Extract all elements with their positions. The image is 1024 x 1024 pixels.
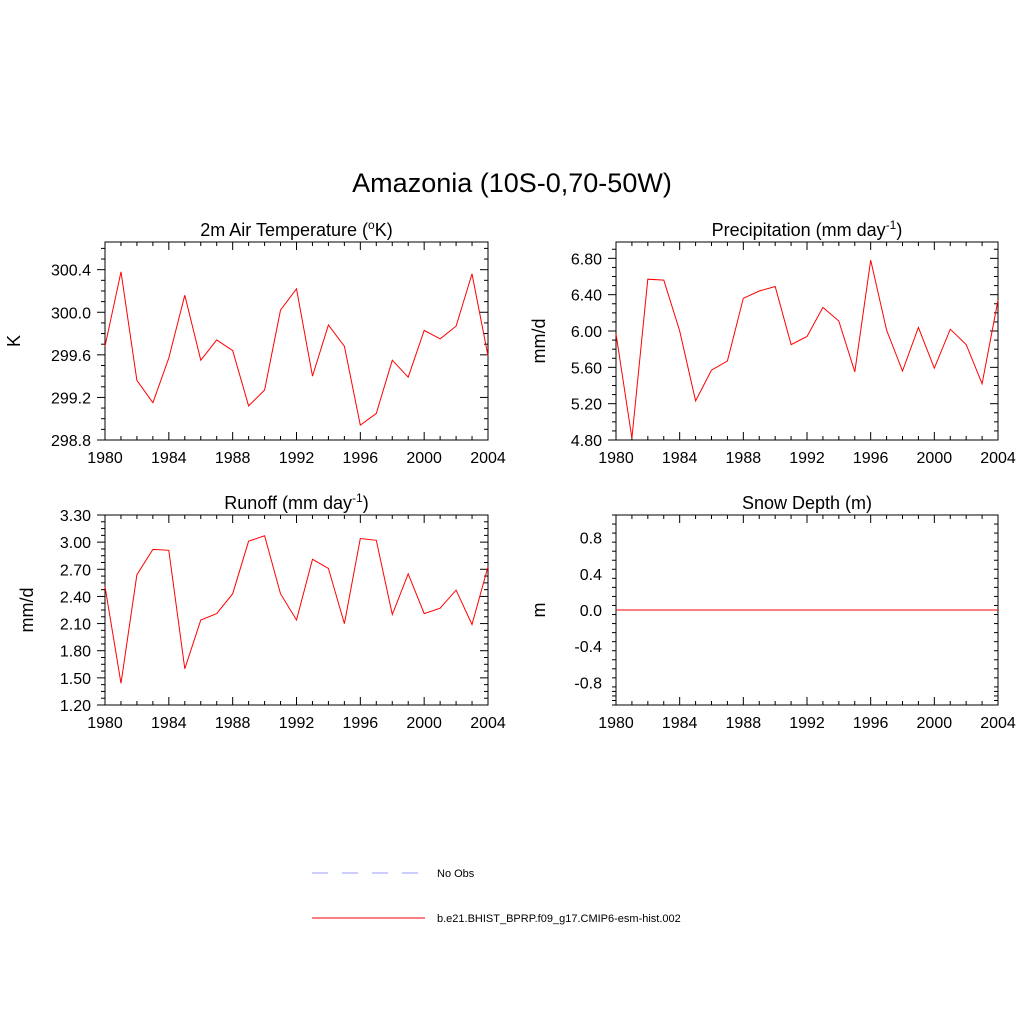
- y-tick-label: 2.10: [60, 617, 91, 634]
- y-tick-label: 298.8: [51, 433, 91, 450]
- x-tick-label: 2004: [980, 715, 1016, 732]
- panel-title: Snow Depth (m): [742, 493, 872, 513]
- y-axis-label: m: [529, 603, 549, 618]
- panel-title: Runoff (mm day-1): [224, 491, 368, 513]
- y-tick-label: 0.0: [580, 603, 602, 620]
- x-tick-label: 2000: [406, 450, 442, 467]
- x-tick-label: 1988: [215, 450, 251, 467]
- y-tick-label: 2.40: [60, 589, 91, 606]
- x-tick-label: 1984: [151, 450, 187, 467]
- y-tick-label: 4.80: [571, 433, 602, 450]
- legend-obs-label: No Obs: [437, 868, 475, 880]
- x-tick-label: 1988: [726, 715, 762, 732]
- y-tick-label: 1.80: [60, 644, 91, 661]
- y-tick-label: 1.20: [60, 698, 91, 715]
- y-axis-label: mm/d: [17, 588, 37, 633]
- y-tick-label: 1.50: [60, 671, 91, 688]
- plot-frame: [104, 241, 489, 441]
- x-tick-label: 1988: [215, 715, 251, 732]
- plot-frame: [615, 241, 999, 441]
- panel-precipitation: Precipitation (mm day-1) 1980 1984 1988 1992…: [529, 218, 1016, 467]
- x-tick-label: 1980: [598, 715, 634, 732]
- x-tick-label: 1992: [789, 450, 825, 467]
- y-tick-label: 5.20: [571, 397, 602, 414]
- y-tick-label: 300.0: [51, 305, 91, 322]
- x-tick-label: 2004: [470, 450, 506, 467]
- x-tick-label: 1988: [726, 450, 762, 467]
- y-tick-label: 3.30: [60, 508, 91, 525]
- y-tick-label: -0.8: [574, 675, 602, 692]
- y-tick-label: 0.8: [580, 531, 602, 548]
- panel-title: Precipitation (mm day-1): [712, 218, 903, 240]
- x-tick-label: 1992: [279, 450, 315, 467]
- series-line: [615, 260, 999, 439]
- x-tick-label: 2000: [917, 715, 953, 732]
- y-tick-label: 6.40: [571, 288, 602, 305]
- x-tick-label: 1996: [853, 715, 889, 732]
- x-tick-label: 1992: [279, 715, 315, 732]
- x-tick-label: 2000: [917, 450, 953, 467]
- figure-title: Amazonia (10S-0,70-50W): [352, 168, 672, 198]
- x-tick-label: 2004: [470, 715, 506, 732]
- y-axis-label: K: [4, 335, 24, 347]
- x-tick-label: 1980: [87, 450, 123, 467]
- y-tick-label: 300.4: [51, 263, 91, 280]
- x-tick-label: 1996: [853, 450, 889, 467]
- x-tick-label: 2004: [980, 450, 1016, 467]
- y-tick-label: -0.4: [574, 639, 602, 656]
- x-tick-label: 1992: [789, 715, 825, 732]
- y-tick-label: 2.70: [60, 562, 91, 579]
- x-tick-label: 1980: [87, 715, 123, 732]
- plot-frame: [104, 514, 489, 706]
- x-tick-label: 1996: [343, 715, 379, 732]
- series-line: [104, 535, 489, 684]
- legend-model-label: b.e21.BHIST_BPRP.f09_g17.CMIP6-esm-hist.…: [437, 913, 681, 925]
- panel-temperature: 2m Air Temperature (oK) 1980 1984 1988 1992 1…: [4, 218, 506, 467]
- y-tick-label: 299.6: [51, 348, 91, 365]
- y-tick-label: 6.80: [571, 251, 602, 268]
- x-tick-label: 1984: [662, 715, 698, 732]
- panel-runoff: Runoff (mm day-1) 1980 1984 1988 1992 1996 200…: [17, 491, 506, 732]
- y-tick-label: 299.2: [51, 390, 91, 407]
- legend: No Obs b.e21.BHIST_BPRP.f09_g17.CMIP6-esm…: [312, 868, 681, 925]
- panel-title: 2m Air Temperature (oK): [200, 218, 392, 240]
- series-line: [104, 271, 489, 426]
- panel-snow-depth: Snow Depth (m) 1980 1984 1988 1992 1996 2000 20…: [529, 493, 1016, 732]
- x-tick-label: 1996: [343, 450, 379, 467]
- y-tick-label: 5.60: [571, 360, 602, 377]
- y-tick-label: 6.00: [571, 324, 602, 341]
- x-tick-label: 1984: [662, 450, 698, 467]
- x-tick-label: 1980: [598, 450, 634, 467]
- x-tick-label: 2000: [406, 715, 442, 732]
- y-tick-label: 3.00: [60, 535, 91, 552]
- y-axis-label: mm/d: [529, 319, 549, 364]
- y-tick-label: 0.4: [580, 567, 602, 584]
- x-tick-label: 1984: [151, 715, 187, 732]
